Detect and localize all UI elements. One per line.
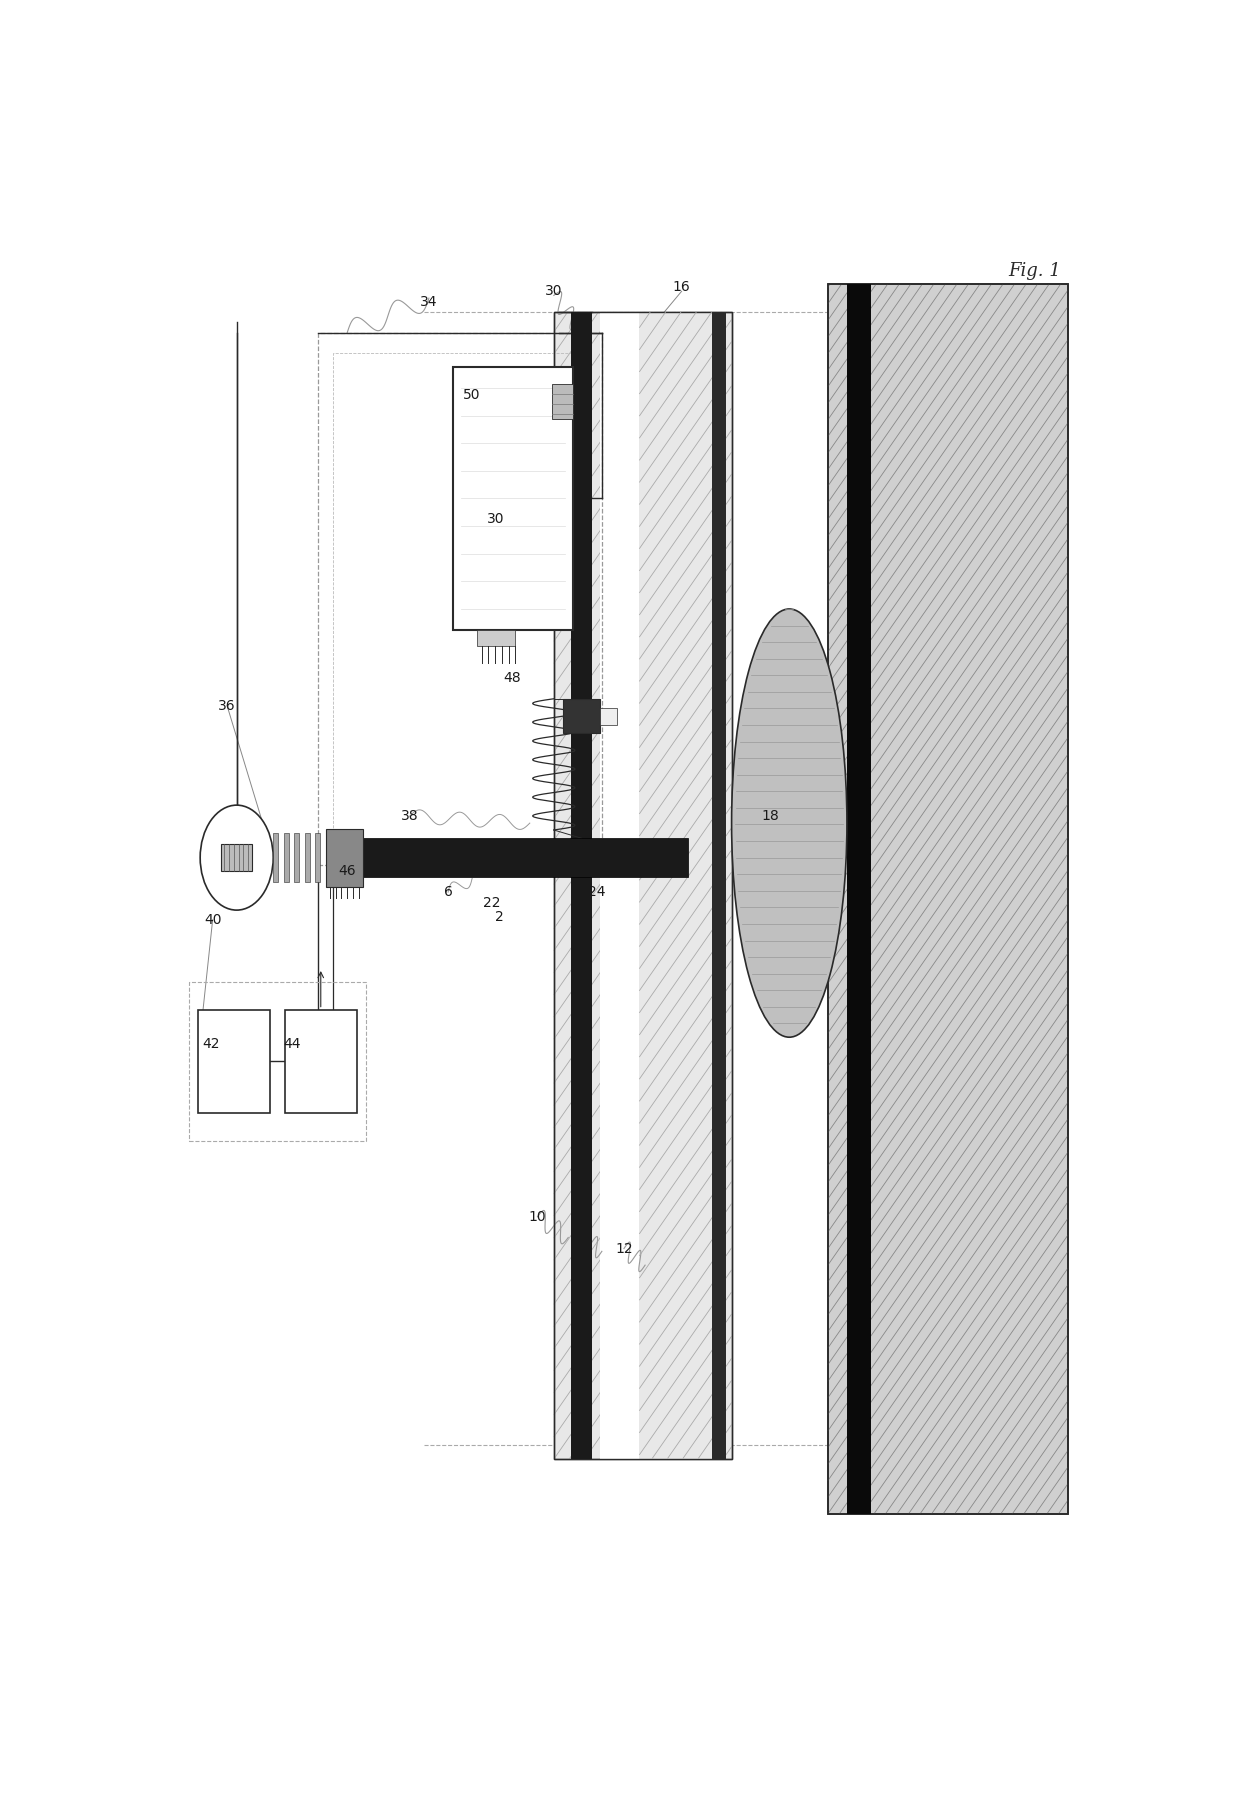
Bar — [285, 1010, 357, 1112]
Bar — [600, 312, 712, 1459]
Text: 2: 2 — [495, 910, 503, 924]
Bar — [712, 312, 725, 1459]
Text: Fig. 1: Fig. 1 — [1008, 262, 1060, 280]
Text: 36: 36 — [218, 698, 236, 712]
Bar — [640, 312, 712, 1459]
Bar — [732, 312, 828, 1459]
Bar — [847, 285, 870, 1514]
Text: 38: 38 — [401, 809, 418, 823]
Bar — [221, 843, 252, 872]
Bar — [828, 285, 1068, 1514]
Bar — [554, 312, 732, 1459]
Bar — [294, 832, 299, 883]
Text: 32: 32 — [410, 865, 428, 879]
Bar — [332, 353, 588, 843]
Text: 46: 46 — [339, 865, 356, 879]
Text: 40: 40 — [203, 913, 222, 927]
Text: 50: 50 — [464, 388, 481, 402]
Text: 16: 16 — [673, 280, 691, 294]
Bar — [572, 312, 593, 1459]
Bar — [305, 832, 310, 883]
Bar — [477, 630, 516, 646]
Bar — [319, 332, 601, 865]
Bar — [273, 832, 278, 883]
Bar — [552, 384, 573, 420]
Text: 6: 6 — [444, 884, 453, 899]
Text: 44: 44 — [284, 1037, 301, 1051]
Text: 14: 14 — [572, 1227, 589, 1241]
Bar — [554, 312, 732, 1459]
Bar — [828, 285, 1068, 1514]
Bar — [563, 700, 600, 734]
Bar — [284, 832, 289, 883]
Text: 10: 10 — [528, 1209, 547, 1224]
Text: 24: 24 — [588, 884, 606, 899]
Text: 30: 30 — [487, 511, 505, 526]
Bar — [362, 838, 688, 877]
Bar — [198, 1010, 270, 1112]
Text: 30: 30 — [546, 283, 563, 298]
Text: 12: 12 — [615, 1241, 632, 1256]
Text: 0: 0 — [578, 924, 587, 938]
Bar — [600, 709, 618, 725]
Text: 18: 18 — [761, 809, 779, 823]
Bar — [315, 832, 320, 883]
Circle shape — [200, 806, 273, 910]
Text: 22: 22 — [482, 897, 500, 910]
Bar — [453, 368, 573, 630]
Text: 48: 48 — [503, 671, 521, 685]
Bar — [188, 981, 367, 1141]
Bar — [640, 312, 712, 1459]
Text: 34: 34 — [420, 296, 438, 309]
Bar — [326, 829, 362, 886]
Text: 42: 42 — [202, 1037, 219, 1051]
Ellipse shape — [732, 608, 847, 1037]
